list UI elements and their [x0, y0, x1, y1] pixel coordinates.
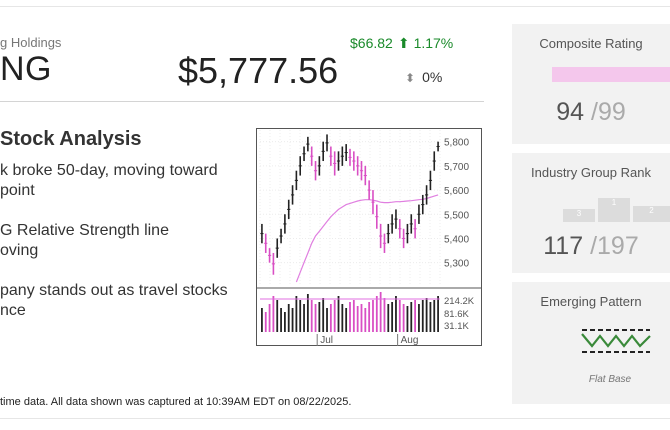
- analysis-bullet: k broke 50-day, moving toward point: [0, 162, 218, 199]
- current-price: $5,777.56: [178, 50, 339, 91]
- moving-average-line: [295, 194, 439, 283]
- section-title: Stock Analysis: [0, 128, 142, 150]
- company-name: g Holdings: [0, 35, 62, 50]
- podium-third-icon: 3: [563, 209, 595, 222]
- price-chart[interactable]: 5,800 5,700 5,600 5,500 5,400 5,300 Jul Aug 21…: [256, 128, 482, 346]
- industry-rank: 117 /197: [543, 232, 639, 260]
- y-tick-label: 5,800: [444, 138, 469, 149]
- y-tick-label: 5,600: [444, 186, 469, 197]
- volume-percent: 0%: [422, 69, 443, 85]
- y-tick-label: 5,300: [444, 259, 469, 270]
- emerging-pattern-card[interactable]: Emerging Pattern Flat Base: [512, 282, 670, 404]
- podium-second-icon: 2: [633, 206, 670, 222]
- analysis-bullet: G Relative Strength line oving: [0, 222, 169, 259]
- emerging-pattern-title: Emerging Pattern: [540, 294, 642, 309]
- composite-score-value: 94: [556, 98, 585, 126]
- podium-first-icon: 1: [598, 198, 630, 222]
- ticker-symbol: NG: [0, 50, 52, 88]
- x-tick-label: Jul: [320, 335, 333, 346]
- composite-score: 94 /99: [556, 98, 626, 126]
- volume-tick-label: 214.2K: [444, 296, 475, 307]
- price-change: $66.82 ⬆ 1.17%: [350, 35, 453, 52]
- top-divider: [0, 6, 670, 7]
- flat-base-label: Flat Base: [588, 374, 632, 385]
- up-down-arrow-icon: ⬍: [405, 71, 416, 85]
- industry-group-rank-title: Industry Group Rank: [531, 165, 651, 180]
- bottom-divider: [0, 418, 670, 419]
- data-disclaimer: time data. All data shown was captured a…: [0, 396, 352, 408]
- y-tick-label: 5,700: [444, 162, 469, 173]
- change-percent: 1.17%: [413, 35, 454, 51]
- composite-score-max: 99: [597, 98, 626, 126]
- analysis-bullet: pany stands out as travel stocks nce: [0, 282, 228, 319]
- volume-change: ⬍ 0%: [405, 69, 442, 85]
- arrow-up-icon: ⬆: [397, 35, 410, 51]
- volume-tick-label: 81.6K: [444, 309, 469, 320]
- volume-tick-label: 31.1K: [444, 321, 469, 332]
- industry-rank-value: 117: [543, 232, 584, 260]
- y-tick-label: 5,500: [444, 210, 469, 221]
- industry-rank-max: 197: [597, 232, 639, 260]
- header-divider: [0, 101, 484, 102]
- industry-group-rank-card[interactable]: Industry Group Rank 3 1 2 117 /197: [512, 153, 670, 273]
- y-tick-label: 5,400: [444, 234, 469, 245]
- composite-rating-title: Composite Rating: [539, 36, 643, 51]
- composite-rating-bar: [552, 67, 670, 82]
- flat-base-icon: [581, 329, 651, 353]
- x-tick-label: Aug: [401, 335, 419, 346]
- composite-rating-card[interactable]: Composite Rating 94 /99: [512, 24, 670, 144]
- change-amount: $66.82: [350, 35, 393, 51]
